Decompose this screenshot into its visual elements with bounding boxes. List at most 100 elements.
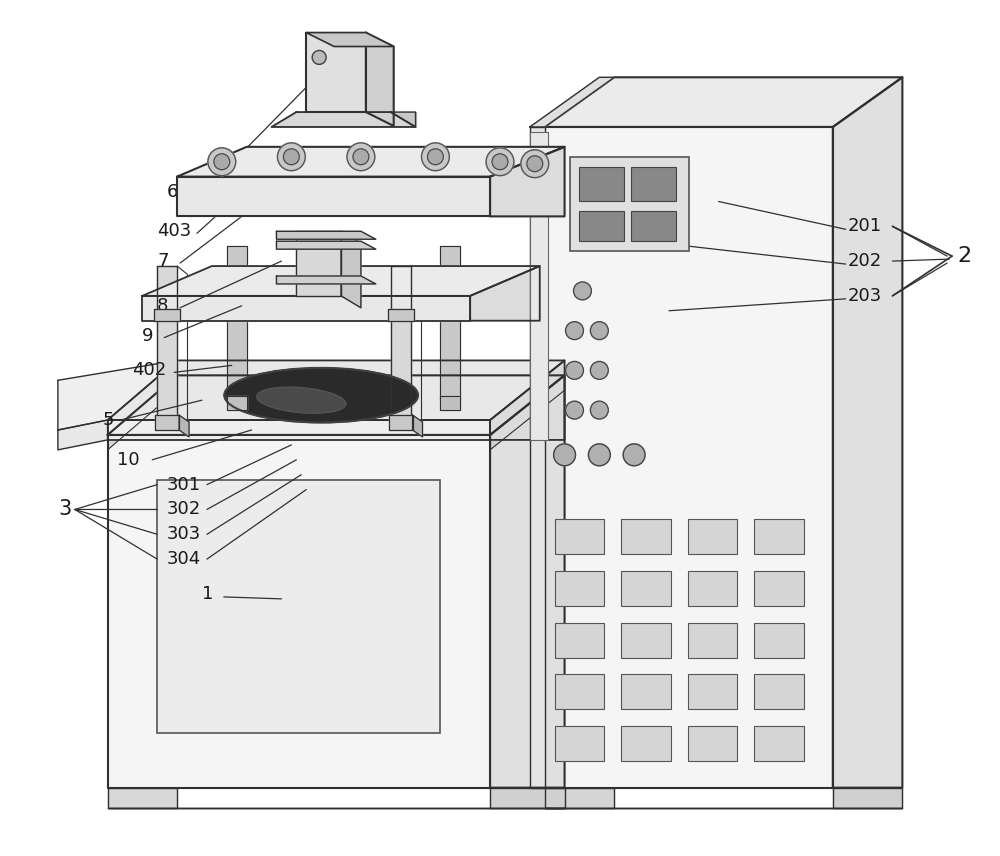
Circle shape (590, 401, 608, 419)
Text: 10: 10 (117, 451, 140, 469)
Text: 2: 2 (957, 247, 971, 266)
Polygon shape (108, 788, 177, 807)
Circle shape (566, 361, 583, 379)
Polygon shape (108, 375, 565, 435)
Polygon shape (108, 435, 490, 788)
Bar (555, 675, 604, 709)
Polygon shape (391, 112, 416, 127)
Polygon shape (545, 127, 833, 788)
Polygon shape (108, 420, 490, 440)
Circle shape (588, 444, 610, 466)
Polygon shape (227, 396, 247, 410)
Polygon shape (545, 788, 614, 807)
Text: 301: 301 (167, 476, 201, 494)
Polygon shape (341, 231, 361, 308)
Polygon shape (389, 415, 413, 430)
Bar (157, 479, 440, 733)
Polygon shape (490, 375, 565, 450)
Polygon shape (440, 396, 460, 410)
Text: 9: 9 (142, 327, 154, 345)
Polygon shape (388, 309, 414, 321)
Circle shape (521, 150, 549, 178)
Polygon shape (490, 147, 565, 217)
Text: 8: 8 (157, 297, 169, 315)
Text: 6: 6 (167, 182, 179, 200)
Bar (621, 726, 671, 761)
Polygon shape (276, 276, 376, 284)
Bar (621, 520, 671, 554)
Circle shape (554, 444, 576, 466)
Polygon shape (490, 360, 565, 440)
Text: 7: 7 (157, 252, 169, 270)
Circle shape (283, 149, 299, 164)
Ellipse shape (257, 387, 346, 413)
Bar (688, 622, 737, 657)
Circle shape (353, 149, 369, 164)
Bar (555, 571, 604, 606)
Polygon shape (366, 33, 394, 126)
Polygon shape (440, 247, 460, 401)
Bar (621, 622, 671, 657)
Bar (754, 622, 804, 657)
Bar (555, 622, 604, 657)
Circle shape (574, 282, 591, 300)
Polygon shape (58, 420, 108, 450)
Text: 403: 403 (157, 223, 191, 241)
Circle shape (623, 444, 645, 466)
Polygon shape (530, 77, 614, 127)
Bar (570, 157, 689, 251)
Polygon shape (306, 33, 366, 112)
Bar (688, 571, 737, 606)
Polygon shape (833, 77, 902, 788)
Bar (754, 675, 804, 709)
Circle shape (277, 143, 305, 170)
Ellipse shape (224, 368, 418, 423)
Polygon shape (157, 266, 177, 420)
Circle shape (566, 322, 583, 340)
Circle shape (590, 361, 608, 379)
Polygon shape (155, 415, 179, 430)
Polygon shape (154, 309, 180, 321)
Text: 303: 303 (167, 526, 201, 544)
Bar (579, 167, 624, 201)
Bar (530, 132, 548, 440)
Polygon shape (306, 33, 394, 46)
Bar (688, 675, 737, 709)
Polygon shape (296, 231, 341, 296)
Polygon shape (58, 360, 177, 430)
Bar (754, 571, 804, 606)
Circle shape (208, 148, 236, 175)
Circle shape (347, 143, 375, 170)
Polygon shape (490, 788, 565, 807)
Polygon shape (177, 176, 490, 217)
Polygon shape (530, 127, 545, 788)
Bar (688, 726, 737, 761)
Bar (631, 211, 676, 241)
Bar (754, 726, 804, 761)
Polygon shape (470, 266, 540, 321)
Bar (621, 675, 671, 709)
Polygon shape (490, 375, 565, 788)
Polygon shape (833, 788, 902, 807)
Text: 1: 1 (202, 585, 213, 603)
Circle shape (492, 154, 508, 169)
Circle shape (312, 51, 326, 64)
Bar (579, 211, 624, 241)
Bar (631, 167, 676, 201)
Circle shape (566, 401, 583, 419)
Polygon shape (227, 247, 247, 401)
Polygon shape (108, 375, 177, 450)
Bar (754, 520, 804, 554)
Polygon shape (108, 360, 565, 420)
Polygon shape (179, 415, 189, 437)
Polygon shape (142, 266, 540, 296)
Circle shape (214, 154, 230, 169)
Text: 201: 201 (848, 217, 882, 235)
Text: 5: 5 (103, 411, 114, 429)
Circle shape (422, 143, 449, 170)
Polygon shape (276, 241, 376, 249)
Bar (688, 520, 737, 554)
Circle shape (486, 148, 514, 175)
Text: 302: 302 (167, 501, 201, 519)
Polygon shape (391, 266, 411, 420)
